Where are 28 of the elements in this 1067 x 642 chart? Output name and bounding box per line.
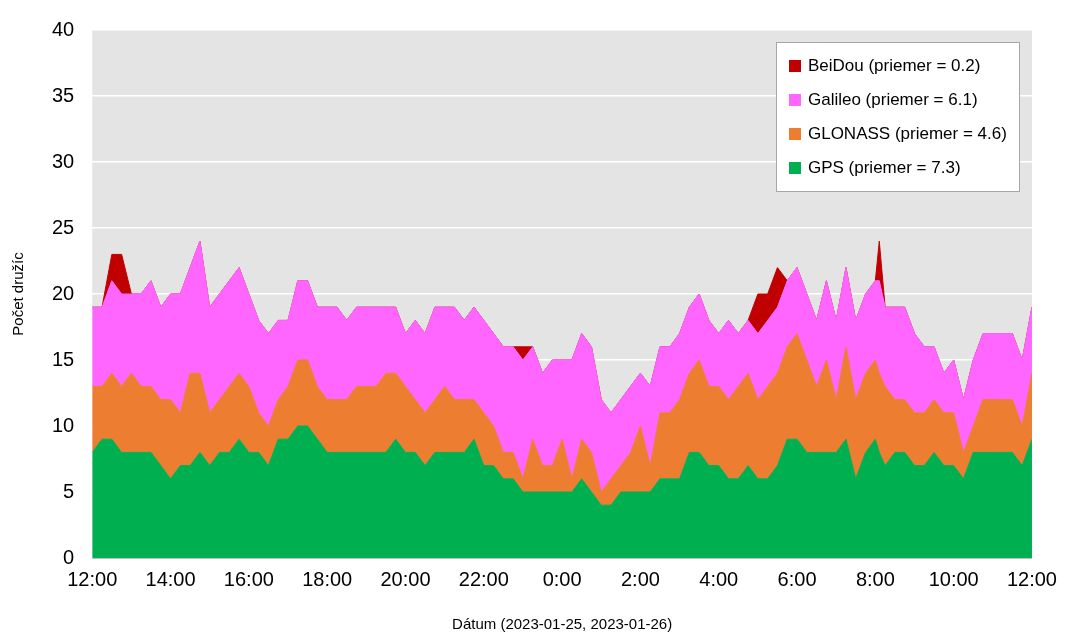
x-axis-title: Dátum (2023-01-25, 2023-01-26) — [452, 615, 673, 633]
x-tick-label: 10:00 — [928, 567, 979, 590]
legend-label: BeiDou (priemer = 0.2) — [807, 56, 981, 76]
legend-label: GPS (priemer = 7.3) — [807, 158, 961, 178]
x-tick-label: 12:00 — [1006, 567, 1058, 590]
y-tick-label: 20 — [52, 281, 75, 304]
y-tick-label: 0 — [63, 545, 75, 568]
y-tick-label: 10 — [52, 413, 75, 436]
x-tick-label: 22:00 — [458, 567, 509, 590]
x-tick-label: 8:00 — [855, 567, 895, 590]
y-tick-label: 40 — [52, 17, 75, 40]
x-tick-label: 0:00 — [542, 567, 582, 590]
y-tick-label: 25 — [52, 215, 75, 238]
y-tick-label: 30 — [52, 149, 75, 172]
y-tick-label: 5 — [63, 479, 75, 502]
legend-label: GLONASS (priemer = 4.6) — [807, 124, 1007, 144]
x-tick-label: 12:00 — [67, 567, 118, 590]
y-axis-title: Počet družíc — [9, 251, 27, 336]
x-tick-label: 18:00 — [302, 567, 353, 590]
x-tick-label: 6:00 — [777, 567, 817, 590]
x-tick-label: 4:00 — [699, 567, 739, 590]
x-tick-label: 20:00 — [380, 567, 431, 590]
y-tick-label: 35 — [52, 83, 75, 106]
x-tick-label: 16:00 — [223, 567, 274, 590]
x-tick-label: 2:00 — [620, 567, 660, 590]
legend-label: Galileo (priemer = 6.1) — [807, 90, 978, 110]
x-tick-label: 14:00 — [145, 567, 196, 590]
y-tick-label: 15 — [52, 347, 75, 370]
